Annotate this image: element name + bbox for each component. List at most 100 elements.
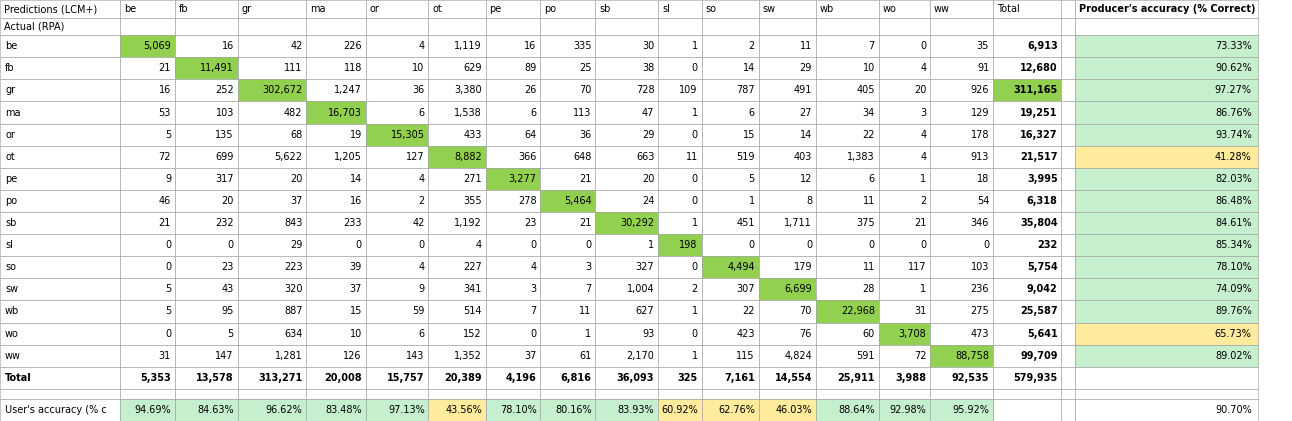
Text: 6,816: 6,816 xyxy=(561,373,592,383)
Text: 926: 926 xyxy=(970,85,990,96)
FancyBboxPatch shape xyxy=(306,345,366,367)
FancyBboxPatch shape xyxy=(879,18,930,35)
Text: 843: 843 xyxy=(284,218,302,228)
FancyBboxPatch shape xyxy=(930,168,994,190)
FancyBboxPatch shape xyxy=(540,399,596,421)
Text: 0: 0 xyxy=(806,240,813,250)
Text: 2: 2 xyxy=(691,284,698,294)
Text: 0: 0 xyxy=(691,196,698,206)
Text: 96.62%: 96.62% xyxy=(266,405,302,415)
FancyBboxPatch shape xyxy=(994,278,1062,301)
FancyBboxPatch shape xyxy=(540,0,596,18)
FancyBboxPatch shape xyxy=(658,124,702,146)
FancyBboxPatch shape xyxy=(658,322,702,345)
FancyBboxPatch shape xyxy=(120,234,174,256)
Text: 15,757: 15,757 xyxy=(388,373,425,383)
FancyBboxPatch shape xyxy=(238,212,306,234)
FancyBboxPatch shape xyxy=(1075,256,1258,278)
Text: 10: 10 xyxy=(350,328,362,338)
Text: 36,093: 36,093 xyxy=(616,373,654,383)
FancyBboxPatch shape xyxy=(306,389,366,399)
Text: 313,271: 313,271 xyxy=(258,373,302,383)
FancyBboxPatch shape xyxy=(815,190,879,212)
FancyBboxPatch shape xyxy=(429,212,486,234)
FancyBboxPatch shape xyxy=(994,190,1062,212)
Text: 35: 35 xyxy=(977,41,990,51)
FancyBboxPatch shape xyxy=(540,389,596,399)
FancyBboxPatch shape xyxy=(174,256,238,278)
Text: 3: 3 xyxy=(585,262,592,272)
FancyBboxPatch shape xyxy=(486,124,540,146)
FancyBboxPatch shape xyxy=(429,367,486,389)
Text: 135: 135 xyxy=(216,130,234,140)
FancyBboxPatch shape xyxy=(994,399,1062,421)
Text: 3: 3 xyxy=(920,107,926,117)
FancyBboxPatch shape xyxy=(879,101,930,124)
Text: 1,192: 1,192 xyxy=(453,218,482,228)
FancyBboxPatch shape xyxy=(815,0,879,18)
FancyBboxPatch shape xyxy=(0,124,120,146)
Text: ww: ww xyxy=(934,4,950,14)
Text: 15: 15 xyxy=(349,306,362,317)
Text: 223: 223 xyxy=(284,262,302,272)
Text: 89.76%: 89.76% xyxy=(1214,306,1252,317)
FancyBboxPatch shape xyxy=(174,234,238,256)
Text: 728: 728 xyxy=(636,85,654,96)
FancyBboxPatch shape xyxy=(758,18,815,35)
FancyBboxPatch shape xyxy=(1062,399,1075,421)
FancyBboxPatch shape xyxy=(758,399,815,421)
Text: 15,305: 15,305 xyxy=(390,130,425,140)
FancyBboxPatch shape xyxy=(758,146,815,168)
FancyBboxPatch shape xyxy=(366,212,429,234)
FancyBboxPatch shape xyxy=(815,345,879,367)
Text: 1: 1 xyxy=(691,107,698,117)
Text: 787: 787 xyxy=(736,85,755,96)
FancyBboxPatch shape xyxy=(366,80,429,101)
FancyBboxPatch shape xyxy=(540,322,596,345)
Text: ot: ot xyxy=(433,4,442,14)
FancyBboxPatch shape xyxy=(540,18,596,35)
Text: 10: 10 xyxy=(412,63,425,73)
Text: 42: 42 xyxy=(412,218,425,228)
Text: 90.70%: 90.70% xyxy=(1214,405,1252,415)
FancyBboxPatch shape xyxy=(815,399,879,421)
FancyBboxPatch shape xyxy=(174,0,238,18)
FancyBboxPatch shape xyxy=(366,389,429,399)
FancyBboxPatch shape xyxy=(120,0,174,18)
FancyBboxPatch shape xyxy=(1075,0,1258,18)
FancyBboxPatch shape xyxy=(596,301,658,322)
Text: 3,995: 3,995 xyxy=(1027,174,1058,184)
FancyBboxPatch shape xyxy=(429,278,486,301)
FancyBboxPatch shape xyxy=(1062,278,1075,301)
FancyBboxPatch shape xyxy=(366,57,429,80)
Text: 0: 0 xyxy=(691,130,698,140)
FancyBboxPatch shape xyxy=(702,256,758,278)
Text: 68: 68 xyxy=(291,130,302,140)
FancyBboxPatch shape xyxy=(1075,212,1258,234)
FancyBboxPatch shape xyxy=(306,367,366,389)
Text: 20: 20 xyxy=(291,174,302,184)
Text: 5,464: 5,464 xyxy=(563,196,592,206)
Text: 11: 11 xyxy=(686,152,698,162)
FancyBboxPatch shape xyxy=(540,345,596,367)
FancyBboxPatch shape xyxy=(994,168,1062,190)
FancyBboxPatch shape xyxy=(238,101,306,124)
FancyBboxPatch shape xyxy=(815,35,879,57)
Text: 11: 11 xyxy=(800,41,813,51)
Text: User's accuracy (% c: User's accuracy (% c xyxy=(5,405,107,415)
FancyBboxPatch shape xyxy=(994,0,1062,18)
Text: 2: 2 xyxy=(419,196,425,206)
FancyBboxPatch shape xyxy=(658,101,702,124)
FancyBboxPatch shape xyxy=(879,301,930,322)
Text: 39: 39 xyxy=(350,262,362,272)
FancyBboxPatch shape xyxy=(429,190,486,212)
FancyBboxPatch shape xyxy=(0,35,120,57)
FancyBboxPatch shape xyxy=(0,212,120,234)
FancyBboxPatch shape xyxy=(306,80,366,101)
Text: 699: 699 xyxy=(216,152,234,162)
FancyBboxPatch shape xyxy=(120,389,174,399)
FancyBboxPatch shape xyxy=(658,256,702,278)
FancyBboxPatch shape xyxy=(1075,168,1258,190)
Text: 36: 36 xyxy=(412,85,425,96)
FancyBboxPatch shape xyxy=(1062,234,1075,256)
